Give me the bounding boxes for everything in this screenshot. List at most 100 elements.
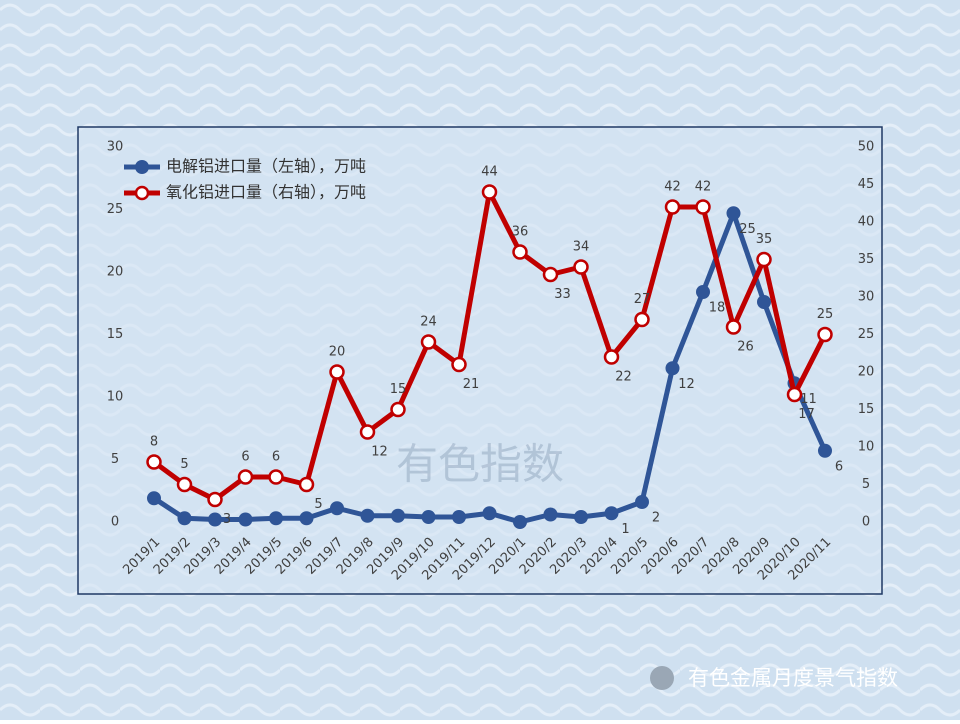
- data-label: 18: [709, 301, 726, 316]
- data-label: 21: [463, 377, 480, 392]
- point: [818, 443, 832, 458]
- data-label: 20: [329, 345, 346, 360]
- point: [360, 508, 375, 523]
- point: [177, 511, 192, 526]
- data-label: 3: [223, 512, 231, 527]
- point: [665, 361, 680, 376]
- y2-tick-label: 25: [858, 327, 875, 342]
- footer: 有色金属月度景气指数: [650, 666, 898, 690]
- legend-label: 氧化铝进口量（右轴），万吨: [166, 183, 366, 202]
- data-label: 35: [756, 232, 773, 247]
- data-label: 44: [481, 165, 498, 180]
- point: [207, 491, 223, 508]
- point: [482, 506, 497, 521]
- data-label: 2: [652, 511, 660, 526]
- data-label: 25: [817, 307, 834, 322]
- point: [634, 311, 650, 328]
- point: [359, 424, 376, 440]
- point: [299, 511, 314, 526]
- point: [756, 251, 772, 268]
- y2-tick-label: 0: [862, 515, 870, 530]
- point: [513, 515, 527, 529]
- data-label: 17: [798, 407, 815, 422]
- data-label: 15: [390, 382, 407, 397]
- point: [298, 476, 315, 493]
- point: [330, 501, 344, 516]
- data-label: 6: [835, 459, 843, 474]
- point: [269, 511, 283, 526]
- data-label: 22: [615, 370, 632, 385]
- legend-label: 电解铝进口量（左轴），万吨: [166, 157, 366, 176]
- y-tick-label: 10: [107, 390, 124, 405]
- watermark: 有色指数: [396, 440, 564, 489]
- wechat-icon: [650, 666, 674, 690]
- legend-marker: [134, 185, 150, 201]
- point: [390, 401, 406, 418]
- point: [147, 491, 161, 506]
- y2-tick-label: 50: [858, 140, 875, 155]
- point: [329, 364, 345, 380]
- point: [238, 512, 253, 527]
- point: [696, 285, 710, 299]
- data-label: 6: [241, 450, 249, 465]
- y-tick-label: 30: [107, 140, 124, 155]
- data-label: 42: [695, 180, 712, 195]
- data-label: 1: [621, 522, 629, 537]
- point: [695, 199, 711, 215]
- point: [451, 356, 467, 373]
- point: [574, 510, 588, 524]
- y-tick-label: 20: [107, 265, 124, 280]
- data-label: 6: [272, 450, 280, 465]
- data-label: 33: [554, 287, 571, 302]
- y2-tick-label: 30: [858, 290, 875, 305]
- point: [208, 512, 222, 527]
- y-tick-label: 15: [107, 327, 124, 342]
- point: [757, 295, 771, 309]
- y2-tick-label: 40: [858, 215, 875, 230]
- point: [512, 244, 528, 260]
- y-tick-label: 25: [107, 202, 124, 217]
- point: [237, 469, 254, 485]
- point: [452, 510, 466, 524]
- data-label: 34: [573, 240, 590, 255]
- point: [391, 508, 405, 523]
- data-label: 24: [420, 315, 437, 330]
- footer-text: 有色金属月度景气指数: [688, 666, 898, 690]
- point: [786, 386, 803, 403]
- data-label: 11: [800, 392, 817, 407]
- point: [635, 495, 649, 509]
- point: [146, 454, 162, 470]
- point: [542, 266, 559, 283]
- data-label: 12: [371, 445, 388, 460]
- point: [726, 206, 741, 221]
- y2-tick-label: 45: [858, 177, 875, 192]
- legend-marker: [135, 160, 149, 174]
- y2-tick-label: 15: [858, 402, 875, 417]
- data-label: 36: [512, 225, 529, 240]
- data-label: 5: [314, 497, 322, 512]
- y2-tick-label: 20: [858, 365, 875, 380]
- point: [573, 259, 589, 275]
- point: [604, 506, 619, 521]
- y2-tick-label: 10: [858, 440, 875, 455]
- point: [543, 507, 558, 522]
- point: [725, 319, 742, 335]
- y-tick-label: 0: [111, 515, 119, 530]
- point: [421, 510, 436, 524]
- y-tick-label: 5: [111, 452, 119, 467]
- point: [268, 469, 284, 485]
- data-label: 25: [739, 222, 756, 237]
- data-label: 5: [180, 457, 188, 472]
- y2-tick-label: 5: [862, 477, 870, 492]
- data-label: 8: [150, 435, 158, 450]
- point: [481, 184, 498, 200]
- point: [817, 326, 833, 343]
- point: [176, 476, 193, 493]
- point: [420, 334, 437, 350]
- point: [664, 199, 681, 215]
- y2-tick-label: 35: [858, 252, 875, 267]
- data-label: 42: [664, 180, 681, 195]
- data-label: 12: [678, 377, 695, 392]
- point: [603, 349, 620, 365]
